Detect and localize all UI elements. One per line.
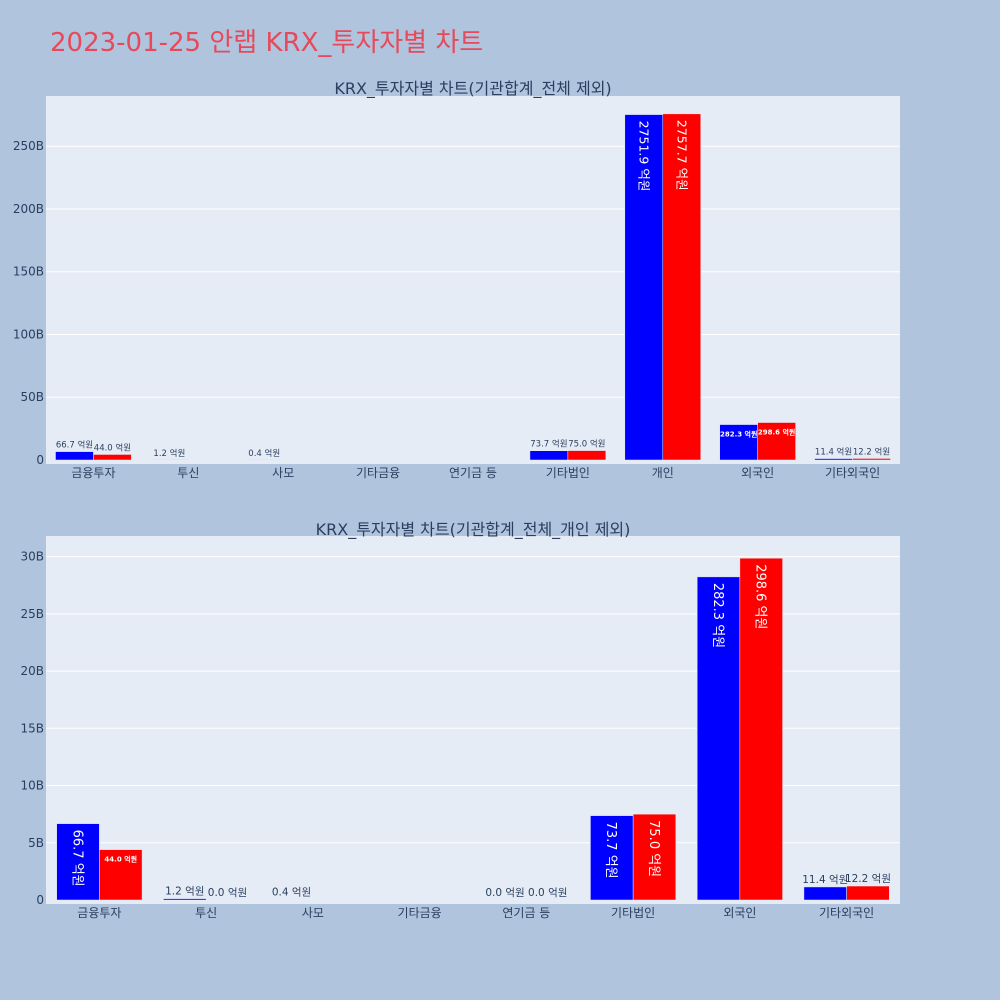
data-label: 73.7 억원 bbox=[530, 439, 567, 450]
data-label: 298.6 억원 bbox=[758, 428, 795, 437]
data-label: 12.2 억원 bbox=[853, 446, 890, 457]
bar-sell bbox=[567, 450, 607, 461]
data-label: 2757.7 억원 bbox=[674, 120, 689, 191]
y-tick-label: 20B bbox=[20, 664, 44, 678]
bar-sell bbox=[99, 849, 143, 901]
x-tick-label: 금융투자 bbox=[77, 906, 121, 920]
x-tick-label: 연기금 등 bbox=[502, 906, 550, 920]
y-tick-label: 25B bbox=[20, 607, 44, 621]
x-tick-label: 개인 bbox=[652, 466, 674, 480]
x-tick-label: 사모 bbox=[272, 466, 294, 480]
x-tick-label: 기타금융 bbox=[398, 906, 442, 920]
data-label: 282.3 억원 bbox=[720, 430, 757, 439]
chart-title-1: KRX_투자자별 차트(기관합계_전체 제외) bbox=[334, 79, 611, 99]
y-tick-label: 15B bbox=[20, 721, 44, 735]
x-tick-label: 사모 bbox=[302, 906, 324, 920]
data-label: 2751.9 억원 bbox=[636, 121, 651, 192]
x-tick-label: 투신 bbox=[177, 466, 199, 480]
bar-sell bbox=[739, 557, 783, 901]
y-tick-label: 5B bbox=[28, 836, 44, 850]
y-tick-label: 10B bbox=[20, 779, 44, 793]
data-label: 44.0 억원 bbox=[104, 855, 137, 864]
data-label: 0.0 억원 bbox=[208, 887, 247, 899]
data-label: 44.0 억원 bbox=[94, 442, 131, 453]
plot-area-1 bbox=[46, 96, 900, 464]
data-label: 11.4 억원 bbox=[802, 874, 848, 886]
bar-buy bbox=[803, 886, 847, 901]
data-label: 1.2 억원 bbox=[165, 886, 204, 898]
data-label: 0.4 억원 bbox=[248, 448, 280, 459]
data-label: 0.0 억원 bbox=[528, 887, 567, 899]
bar-buy bbox=[590, 815, 634, 901]
x-tick-label: 기타법인 bbox=[611, 906, 655, 920]
y-tick-label: 200B bbox=[13, 202, 44, 216]
bar-buy bbox=[529, 450, 569, 461]
data-label: 66.7 억원 bbox=[56, 440, 93, 451]
y-tick-label: 0 bbox=[36, 893, 44, 907]
bar-buy bbox=[814, 458, 853, 461]
data-label: 75.0 억원 bbox=[646, 820, 661, 877]
data-label: 1.2 억원 bbox=[153, 448, 185, 459]
data-label: 75.0 억원 bbox=[568, 439, 605, 450]
data-label: 0.4 억원 bbox=[272, 887, 311, 899]
x-tick-label: 투신 bbox=[195, 906, 217, 920]
data-label: 298.6 억원 bbox=[753, 564, 768, 629]
x-tick-label: 기타외국인 bbox=[819, 906, 874, 920]
y-tick-label: 150B bbox=[13, 265, 44, 279]
bar-sell bbox=[852, 458, 891, 461]
bar-buy bbox=[696, 576, 741, 901]
y-tick-label: 250B bbox=[13, 139, 44, 153]
x-tick-label: 기타외국인 bbox=[825, 466, 880, 480]
bar-sell bbox=[632, 813, 677, 901]
data-label: 12.2 억원 bbox=[845, 873, 891, 885]
data-label: 0.0 억원 bbox=[485, 887, 524, 899]
x-tick-label: 금융투자 bbox=[71, 466, 115, 480]
y-tick-label: 30B bbox=[20, 550, 44, 564]
page-title: 2023-01-25 안랩 KRX_투자자별 차트 bbox=[50, 28, 484, 58]
x-tick-label: 기타금융 bbox=[356, 466, 400, 480]
data-label: 11.4 억원 bbox=[815, 447, 852, 458]
bar-buy bbox=[624, 114, 664, 461]
chart-title-2: KRX_투자자별 차트(기관합계_전체_개인 제외) bbox=[316, 520, 631, 540]
bar-sell bbox=[846, 885, 890, 901]
data-label: 66.7 억원 bbox=[69, 830, 84, 887]
data-label: 73.7 억원 bbox=[603, 822, 618, 879]
y-tick-label: 50B bbox=[20, 390, 44, 404]
bar-sell bbox=[662, 113, 701, 461]
y-tick-label: 0 bbox=[36, 453, 44, 467]
x-tick-label: 연기금 등 bbox=[449, 466, 497, 480]
data-label: 282.3 억원 bbox=[710, 583, 725, 648]
x-tick-label: 외국인 bbox=[741, 466, 774, 480]
bar-buy bbox=[55, 451, 94, 461]
bar-sell bbox=[757, 422, 796, 461]
bar-buy bbox=[163, 898, 207, 901]
x-tick-label: 외국인 bbox=[723, 906, 756, 920]
bar-sell bbox=[93, 454, 132, 461]
y-tick-label: 100B bbox=[13, 327, 44, 341]
x-tick-label: 기타법인 bbox=[546, 466, 590, 480]
